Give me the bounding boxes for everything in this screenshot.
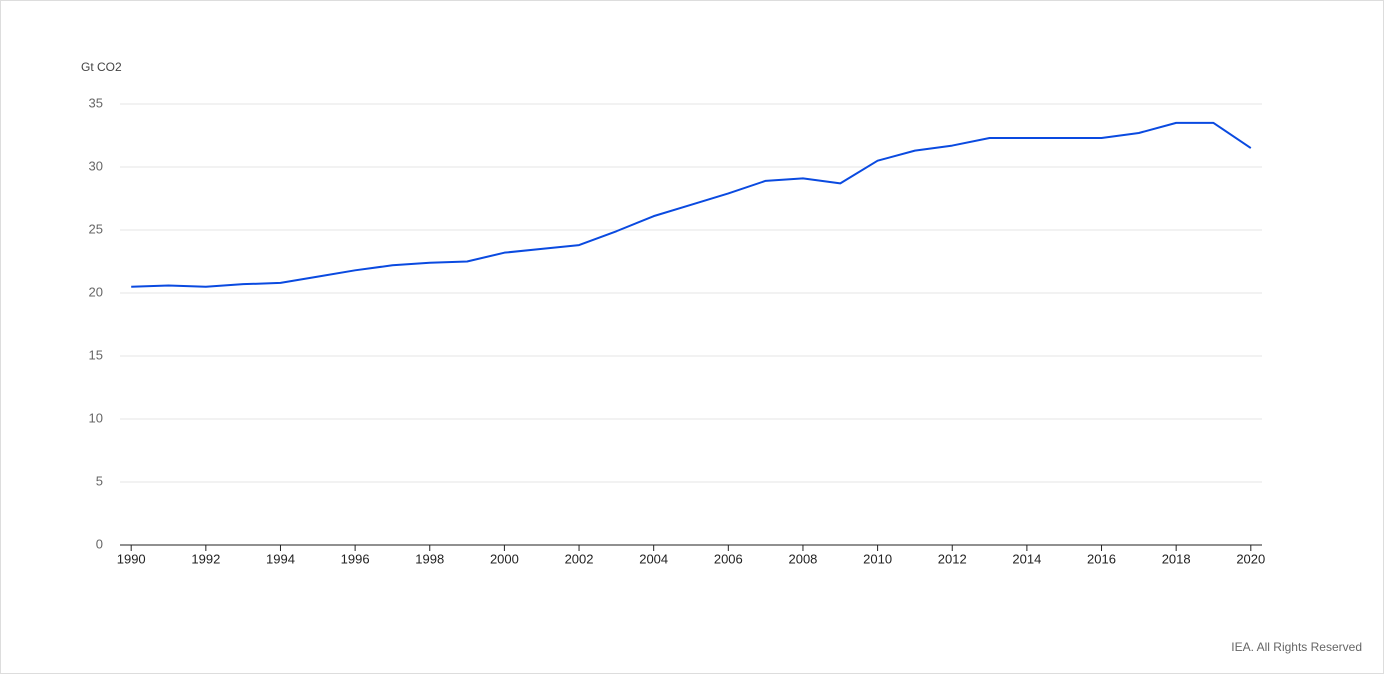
x-tick-label: 2004 bbox=[639, 551, 668, 566]
x-tick-label: 1992 bbox=[191, 551, 220, 566]
x-tick-label: 2010 bbox=[863, 551, 892, 566]
x-tick-label: 1996 bbox=[341, 551, 370, 566]
x-tick-label: 2012 bbox=[938, 551, 967, 566]
x-tick-label: 2006 bbox=[714, 551, 743, 566]
y-tick-label: 0 bbox=[96, 536, 103, 551]
y-tick-label: 25 bbox=[89, 221, 103, 236]
y-tick-label: 20 bbox=[89, 284, 103, 299]
y-tick-label: 15 bbox=[89, 347, 103, 362]
x-tick-label: 2014 bbox=[1012, 551, 1041, 566]
credit: IEA. All Rights Reserved bbox=[1231, 640, 1362, 654]
x-tick-label: 2008 bbox=[788, 551, 817, 566]
y-tick-label: 10 bbox=[89, 410, 103, 425]
x-tick-label: 1990 bbox=[117, 551, 146, 566]
x-tick-label: 2016 bbox=[1087, 551, 1116, 566]
x-tick-label: 2018 bbox=[1162, 551, 1191, 566]
x-tick-label: 2000 bbox=[490, 551, 519, 566]
line-series bbox=[131, 121, 1252, 288]
x-tick-label: 1994 bbox=[266, 551, 295, 566]
y-tick-label: 5 bbox=[96, 473, 103, 488]
y-tick-label: 30 bbox=[89, 158, 103, 173]
y-axis-label: Gt CO2 bbox=[81, 60, 122, 74]
x-tick-label: 1998 bbox=[415, 551, 444, 566]
x-tick-label: 2002 bbox=[565, 551, 594, 566]
x-tick-label: 2020 bbox=[1236, 551, 1265, 566]
y-tick-label: 35 bbox=[89, 95, 103, 110]
